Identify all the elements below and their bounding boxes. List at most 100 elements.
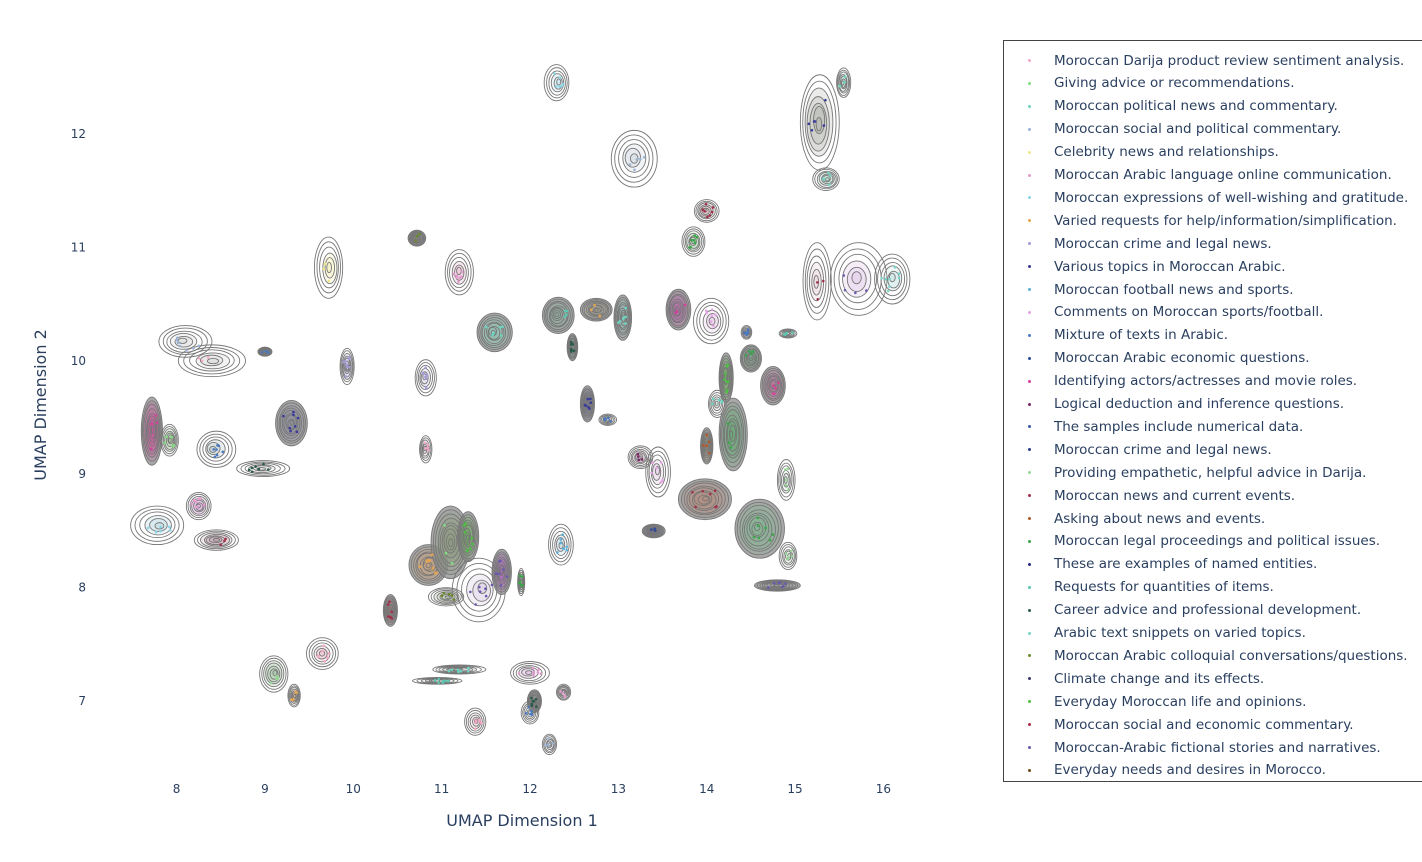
contour-line <box>444 595 451 599</box>
data-point <box>288 426 292 430</box>
legend-item[interactable]: Mixture of texts in Arabic. <box>1004 324 1422 347</box>
data-point <box>565 548 568 552</box>
legend-item[interactable]: Everyday needs and desires in Morocco. <box>1004 759 1422 781</box>
data-point <box>176 341 180 344</box>
data-point <box>565 313 568 316</box>
contour-line <box>287 418 296 430</box>
data-point <box>518 574 522 578</box>
legend-item[interactable]: Varied requests for help/information/sim… <box>1004 209 1422 232</box>
contour-line <box>548 70 566 96</box>
x-tick-label: 12 <box>522 782 537 796</box>
data-point <box>786 488 790 492</box>
data-point <box>710 314 714 318</box>
data-point <box>693 241 697 245</box>
data-point <box>450 593 454 597</box>
data-point <box>215 453 219 457</box>
data-point <box>327 652 331 655</box>
legend-label: Career advice and professional developme… <box>1054 602 1362 619</box>
data-point <box>492 331 495 335</box>
data-point <box>463 531 467 534</box>
data-point <box>464 522 467 526</box>
legend-item[interactable]: Arabic text snippets on varied topics. <box>1004 622 1422 645</box>
contour-line <box>148 419 157 443</box>
legend-item[interactable]: Requests for quantities of items. <box>1004 576 1422 599</box>
legend-item[interactable]: Various topics in Moroccan Arabic. <box>1004 255 1422 278</box>
data-point <box>880 276 883 280</box>
legend-item[interactable]: Asking about news and events. <box>1004 507 1422 530</box>
legend-item[interactable]: Moroccan expressions of well-wishing and… <box>1004 186 1422 209</box>
contour-line <box>449 256 469 289</box>
legend-item[interactable]: Logical deduction and inference question… <box>1004 393 1422 416</box>
legend-item[interactable]: Moroccan legal proceedings and political… <box>1004 530 1422 553</box>
data-point <box>443 524 446 527</box>
data-point <box>474 727 477 731</box>
legend-item[interactable]: Moroccan Darija product review sentiment… <box>1004 49 1422 72</box>
data-point <box>292 410 295 414</box>
legend-item[interactable]: Everyday Moroccan life and opinions. <box>1004 690 1422 713</box>
data-point <box>659 460 663 464</box>
contour-line <box>324 257 335 279</box>
data-point <box>260 350 264 354</box>
data-point <box>773 392 776 395</box>
legend-item[interactable]: These are examples of named entities. <box>1004 553 1422 576</box>
density-cluster <box>665 288 692 331</box>
data-point <box>200 359 204 363</box>
data-point <box>345 365 349 369</box>
contour-line <box>552 310 561 320</box>
contour-line <box>427 587 465 607</box>
legend-marker <box>1028 700 1031 704</box>
data-point <box>704 202 708 206</box>
data-point <box>617 321 620 324</box>
data-point <box>704 309 708 312</box>
contour-line <box>779 465 793 494</box>
legend-item[interactable]: Moroccan-Arabic fictional stories and na… <box>1004 736 1422 759</box>
data-point <box>170 435 173 439</box>
data-point <box>691 490 694 494</box>
legend-marker <box>1028 448 1031 452</box>
contour-line <box>456 266 462 276</box>
legend-item[interactable]: Providing empathetic, helpful advice in … <box>1004 461 1422 484</box>
data-point <box>469 590 472 594</box>
legend-item[interactable]: Moroccan Arabic colloquial conversations… <box>1004 644 1422 667</box>
legend-marker <box>1028 310 1031 314</box>
legend-label: Everyday needs and desires in Morocco. <box>1054 762 1326 779</box>
legend-item[interactable]: Moroccan political news and commentary. <box>1004 95 1422 118</box>
legend-item[interactable]: Moroccan social and political commentary… <box>1004 118 1422 141</box>
legend-item[interactable]: Moroccan Arabic language online communic… <box>1004 164 1422 187</box>
legend-item[interactable]: Moroccan crime and legal news. <box>1004 438 1422 461</box>
legend-item[interactable]: The samples include numerical data. <box>1004 415 1422 438</box>
data-point <box>292 413 295 417</box>
contour-line <box>696 301 727 341</box>
legend-item[interactable]: Moroccan social and economic commentary. <box>1004 713 1422 736</box>
data-point <box>520 575 524 578</box>
data-point <box>843 75 847 79</box>
data-point <box>884 277 887 281</box>
legend-item[interactable]: Celebrity news and relationships. <box>1004 141 1422 164</box>
data-point <box>450 668 454 672</box>
data-point <box>532 700 536 703</box>
data-point <box>390 617 393 620</box>
density-cluster <box>412 676 463 685</box>
legend-item[interactable]: Climate change and its effects. <box>1004 667 1422 690</box>
contour-line <box>162 327 208 356</box>
legend-marker <box>1028 333 1031 337</box>
data-point <box>424 447 427 450</box>
legend-item[interactable]: Moroccan crime and legal news. <box>1004 232 1422 255</box>
legend-item[interactable]: Moroccan football news and sports. <box>1004 278 1422 301</box>
data-point <box>711 402 714 406</box>
contour-line <box>702 495 709 502</box>
contour-line <box>467 712 483 732</box>
legend-item[interactable]: Career advice and professional developme… <box>1004 599 1422 622</box>
legend-label: Moroccan crime and legal news. <box>1054 441 1272 458</box>
data-point <box>159 529 162 533</box>
contour-line <box>782 546 795 566</box>
legend-item[interactable]: Moroccan Arabic economic questions. <box>1004 347 1422 370</box>
data-point <box>807 122 811 126</box>
data-point <box>282 414 285 418</box>
legend-item[interactable]: Moroccan news and current events. <box>1004 484 1422 507</box>
legend-marker <box>1028 196 1031 200</box>
legend-item[interactable]: Comments on Moroccan sports/football. <box>1004 301 1422 324</box>
data-point <box>772 384 775 388</box>
legend-item[interactable]: Identifying actors/actresses and movie r… <box>1004 370 1422 393</box>
legend-item[interactable]: Giving advice or recommendations. <box>1004 72 1422 95</box>
